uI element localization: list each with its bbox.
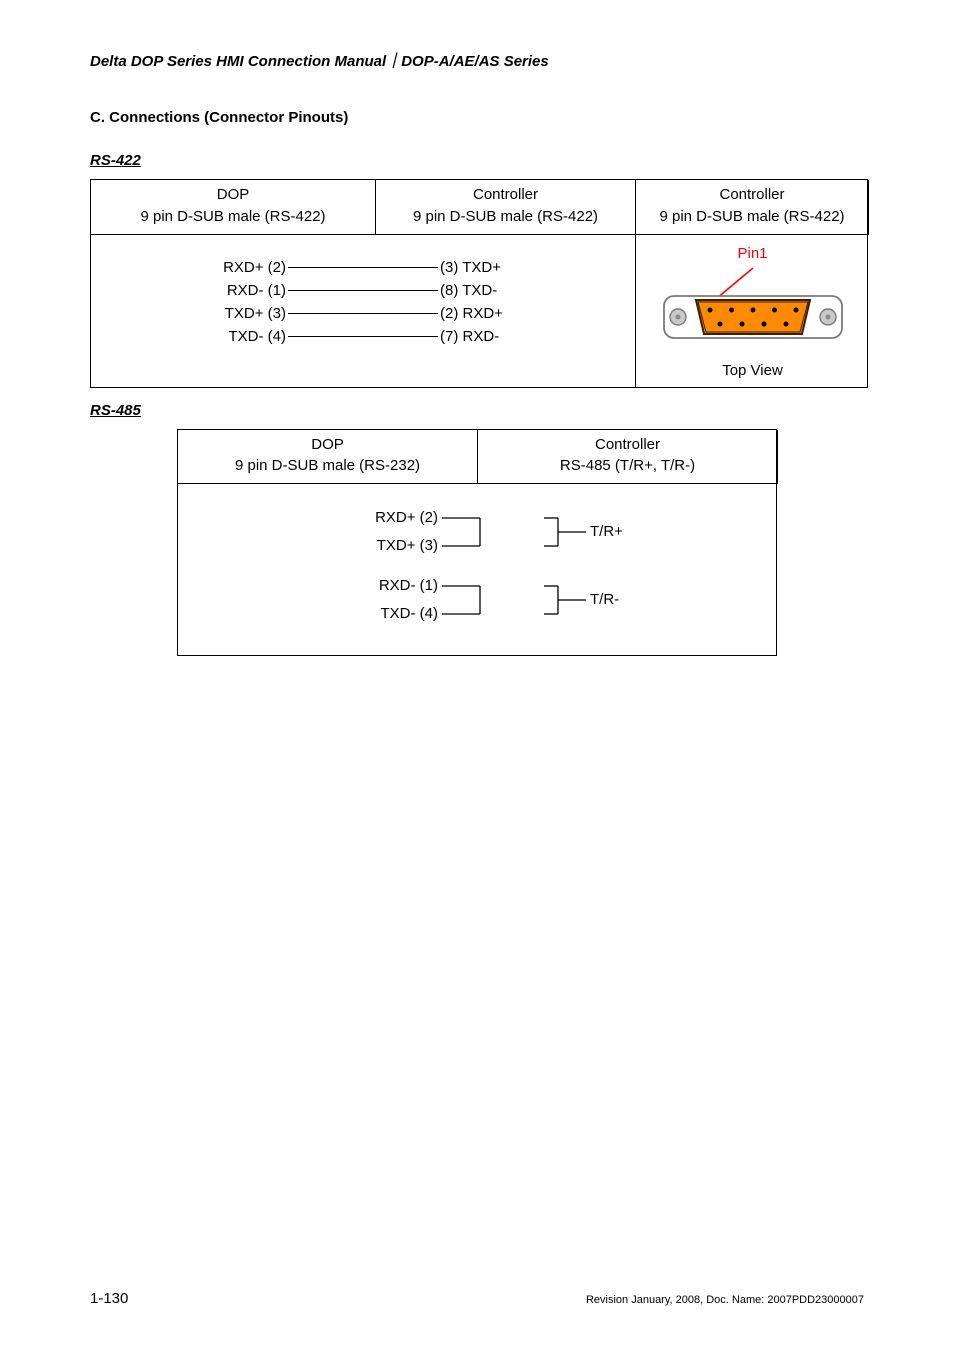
rs422-col3-sub: 9 pin D-SUB male (RS-422) xyxy=(642,206,862,228)
rs422-wire-row: TXD- (4) (7) RXD- xyxy=(101,328,625,345)
rs485-col2-header: Controller RS-485 (T/R+, T/R-) xyxy=(478,430,778,485)
dsub-connector-icon xyxy=(658,266,848,352)
rs485-table: DOP 9 pin D-SUB male (RS-232) Controller… xyxy=(177,429,777,657)
rs422-wire-lhs: TXD+ (3) xyxy=(148,305,288,322)
topview-label: Top View xyxy=(722,362,783,379)
rs422-wire-lhs: RXD+ (2) xyxy=(148,259,288,276)
rs422-col3-header: Controller 9 pin D-SUB male (RS-422) xyxy=(636,180,869,235)
rs422-col2-header: Controller 9 pin D-SUB male (RS-422) xyxy=(376,180,636,235)
rs422-wire-rhs: (8) TXD- xyxy=(438,282,578,299)
svg-text:TXD- (4): TXD- (4) xyxy=(381,605,439,622)
rs422-table: DOP 9 pin D-SUB male (RS-422) Controller… xyxy=(90,179,868,388)
rs422-wire-row: TXD+ (3) (2) RXD+ xyxy=(101,305,625,322)
section-c-title: C. Connections (Connector Pinouts) xyxy=(90,109,864,126)
pin1-label: Pin1 xyxy=(737,245,767,262)
rs485-col1-sub: 9 pin D-SUB male (RS-232) xyxy=(184,455,471,477)
rs422-col3-title: Controller xyxy=(642,184,862,206)
rs422-wire-rhs: (2) RXD+ xyxy=(438,305,578,322)
rs422-wire-lhs: TXD- (4) xyxy=(148,328,288,345)
rs422-wire-lhs: RXD- (1) xyxy=(148,282,288,299)
rs422-wire-rhs: (3) TXD+ xyxy=(438,259,578,276)
manual-title: Delta DOP Series HMI Connection Manual xyxy=(90,53,386,70)
page-number: 1-130 xyxy=(90,1290,128,1307)
rs485-heading: RS-485 xyxy=(90,402,864,419)
page-header: Delta DOP Series HMI Connection Manual｜D… xyxy=(90,50,864,71)
rs485-col2-sub: RS-485 (T/R+, T/R-) xyxy=(484,455,771,477)
rs422-col1-title: DOP xyxy=(97,184,369,206)
rs422-wire-row: RXD- (1) (8) TXD- xyxy=(101,282,625,299)
rs422-heading: RS-422 xyxy=(90,152,864,169)
rs422-wire-line xyxy=(288,290,438,291)
svg-text:RXD+ (2): RXD+ (2) xyxy=(375,509,438,526)
svg-text:RXD- (1): RXD- (1) xyxy=(379,577,438,594)
rs422-wire-row: RXD+ (2) (3) TXD+ xyxy=(101,259,625,276)
rs422-col1-sub: 9 pin D-SUB male (RS-422) xyxy=(97,206,369,228)
rs485-wiring-cell: RXD+ (2) TXD+ (3) T/R+ RXD- (1) TXD- (4) T/R- xyxy=(178,484,778,655)
rs422-connector-cell: Pin1 Top View xyxy=(636,235,869,387)
rs422-col2-sub: 9 pin D-SUB male (RS-422) xyxy=(382,206,629,228)
rs422-wire-line xyxy=(288,336,438,337)
rs422-wire-rhs: (7) RXD- xyxy=(438,328,578,345)
rs485-col2-title: Controller xyxy=(484,434,771,456)
rs422-col1-header: DOP 9 pin D-SUB male (RS-422) xyxy=(91,180,376,235)
revision-text: Revision January, 2008, Doc. Name: 2007P… xyxy=(586,1294,864,1306)
rs485-col1-header: DOP 9 pin D-SUB male (RS-232) xyxy=(178,430,478,485)
rs422-wiring-cell: RXD+ (2) (3) TXD+ RXD- (1) (8) TXD- TXD+ (… xyxy=(91,235,636,387)
rs422-wire-line xyxy=(288,267,438,268)
svg-text:TXD+ (3): TXD+ (3) xyxy=(377,537,438,554)
svg-text:T/R-: T/R- xyxy=(590,591,619,608)
svg-text:T/R+: T/R+ xyxy=(590,523,623,540)
series-name: DOP-A/AE/AS Series xyxy=(401,53,549,70)
header-separator: ｜ xyxy=(386,53,401,70)
page-footer: 1-130 Revision January, 2008, Doc. Name:… xyxy=(90,1290,864,1307)
rs485-wiring-diagram: RXD+ (2) TXD+ (3) T/R+ RXD- (1) TXD- (4) T/R- xyxy=(188,494,786,634)
rs485-col1-title: DOP xyxy=(184,434,471,456)
rs422-col2-title: Controller xyxy=(382,184,629,206)
rs422-wire-line xyxy=(288,313,438,314)
